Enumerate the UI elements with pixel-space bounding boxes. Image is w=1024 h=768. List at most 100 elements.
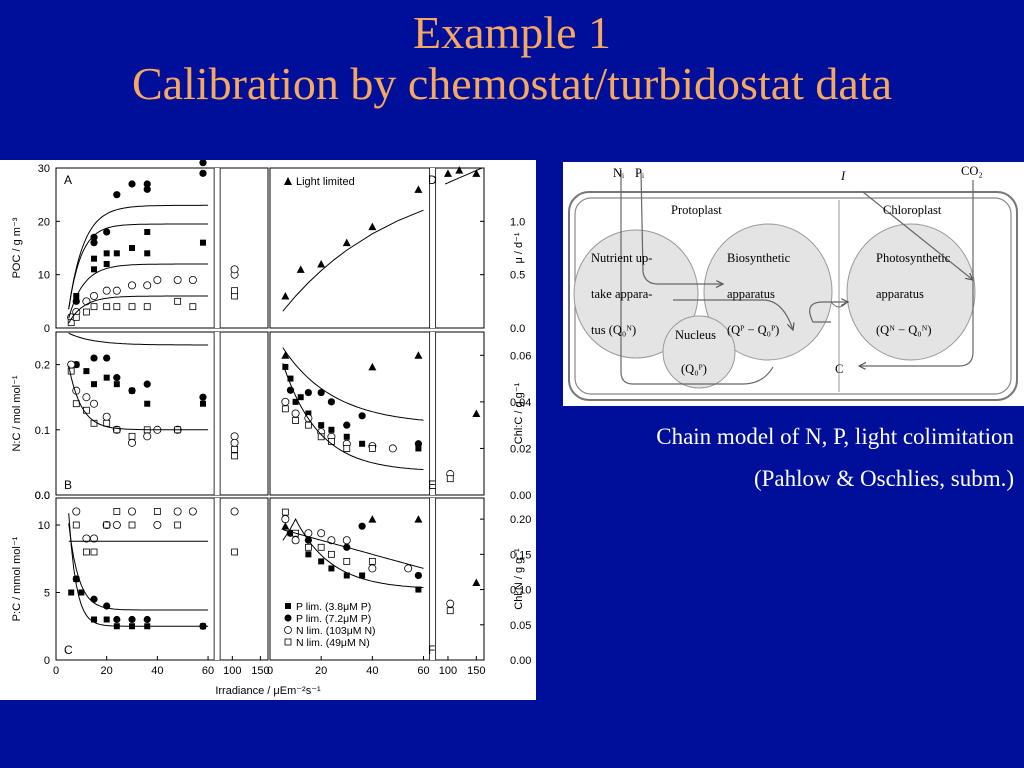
xtick-label-F: 60 — [417, 665, 429, 677]
data-point-E-filled-square — [287, 375, 294, 382]
panel-frame-F — [269, 497, 485, 661]
biosynthetic-ellipse — [703, 223, 833, 361]
ytick-label-B: 0.0 — [35, 490, 50, 502]
panel-letter-F: F — [428, 643, 435, 657]
ytick-label-E: 0.06 — [510, 350, 531, 362]
model-curve-D — [444, 167, 483, 185]
data-point-B-filled-square — [113, 381, 120, 388]
data-point-E-filled-square — [343, 433, 350, 440]
data-point-A-open-square — [72, 313, 80, 321]
biosynthetic-label-2: apparatus — [727, 287, 775, 301]
panel-frame-A — [55, 167, 269, 329]
ytick-label-A: 0 — [44, 323, 50, 335]
data-point-D-filled-triangle — [317, 260, 326, 268]
data-point-E-filled-circle — [304, 388, 312, 397]
photosynthetic-ellipse — [846, 223, 976, 361]
data-point-E-open-square — [446, 475, 454, 483]
input-p: Pᵢ — [635, 166, 644, 180]
n-flow-line — [620, 170, 774, 385]
data-point-A-filled-circle — [90, 233, 98, 241]
data-point-B-open-circle — [102, 412, 111, 421]
chemostat-figure: A 0 10 20 30 POC / g m⁻³ B 0.0 0.1 0.2 N:C / mol m… — [0, 160, 536, 700]
data-point-A-open-circle — [90, 291, 99, 300]
data-point-B-filled-circle — [143, 380, 151, 388]
model-curve-F — [282, 518, 424, 589]
data-point-A-filled-circle — [90, 239, 98, 247]
data-point-D-filled-triangle — [368, 222, 377, 231]
data-point-D-filled-triangle — [414, 185, 423, 193]
data-point-B-filled-circle — [113, 374, 121, 382]
ytick-label-C: 5 — [44, 588, 50, 600]
ytick-label-D: 0.5 — [510, 270, 525, 282]
data-point-C-filled-circle — [128, 615, 136, 624]
data-point-E-filled-square — [305, 410, 312, 417]
data-point-A-filled-circle — [113, 191, 121, 199]
protoplast-label: Protoplast — [671, 203, 722, 217]
data-point-F-filled-circle — [358, 522, 366, 530]
ytick-label-E: 0.00 — [510, 490, 531, 502]
data-point-B-filled-circle — [103, 354, 111, 362]
data-point-B-filled-circle — [199, 393, 207, 401]
xtick-label-C: 100 — [223, 665, 241, 677]
data-point-B-open-circle — [82, 393, 91, 402]
ytick-label-E: 0.02 — [510, 443, 531, 455]
nutrient-uptake-ellipse — [573, 229, 699, 359]
model-curve-A — [68, 204, 209, 310]
ytick-label-B: 0.2 — [35, 360, 50, 372]
data-point-C-filled-square — [78, 589, 85, 596]
xtick-label-F: 150 — [467, 665, 485, 677]
data-point-A-open-circle — [102, 286, 111, 295]
data-point-A-open-circle — [143, 281, 152, 290]
data-point-E-open-circle — [291, 409, 300, 418]
data-point-A-open-circle — [112, 286, 121, 295]
data-point-F-open-square — [343, 557, 351, 565]
nutrient-uptake-label-3: tus (Q₀ᴺ) — [591, 323, 636, 337]
data-point-A-open-square — [174, 297, 182, 305]
caption-line-1: Chain model of N, P, light colimitation — [656, 424, 1014, 449]
data-point-D-filled-triangle — [281, 292, 290, 300]
legend-marker-light-limited — [284, 177, 292, 185]
model-curve-B — [68, 332, 209, 346]
data-point-A-open-square — [83, 308, 90, 316]
data-point-A-filled-square — [91, 266, 98, 273]
data-point-E-filled-circle — [343, 421, 351, 429]
data-point-A-filled-circle — [143, 185, 151, 193]
data-point-B-open-circle — [143, 432, 152, 441]
data-point-E-open-square — [281, 405, 289, 413]
light-flow-line — [862, 191, 973, 280]
xtick-label-C: 40 — [151, 665, 163, 677]
legend-label-3: N lim. (49μM N) — [296, 637, 370, 649]
data-point-A-open-square — [103, 303, 111, 311]
legend-marker-filled-circle — [284, 614, 292, 622]
xtick-label-C: 150 — [251, 665, 269, 677]
ytick-label-A: 10 — [38, 270, 50, 282]
model-curve-B — [68, 365, 209, 431]
model-curve-D — [282, 209, 424, 312]
ytick-label-C: 10 — [38, 520, 50, 532]
panel-chart: A 0 10 20 30 POC / g m⁻³ B 0.0 0.1 0.2 N:C / mol m… — [11, 160, 531, 697]
data-point-A-filled-square — [103, 250, 110, 257]
ytick-label-F: 0.15 — [510, 549, 531, 561]
data-point-B-filled-square — [199, 400, 206, 407]
data-point-F-open-circle — [368, 564, 377, 573]
nucleus-circle — [662, 315, 736, 389]
xtick-label-F: 0 — [267, 665, 273, 677]
data-point-E-filled-circle — [414, 440, 423, 448]
data-point-F-open-square — [446, 607, 454, 615]
panel-frame-B — [55, 331, 269, 496]
data-point-E-filled-triangle — [414, 351, 423, 359]
data-point-F-filled-square — [359, 572, 366, 579]
data-point-C-open-square — [103, 521, 111, 529]
data-point-F-open-circle — [342, 536, 351, 545]
xtick-label-C: 20 — [101, 665, 113, 677]
data-point-C-open-circle — [188, 507, 197, 516]
data-point-A-open-square — [128, 303, 136, 311]
ytick-label-F: 0.10 — [510, 585, 531, 597]
legend-marker-filled-square — [285, 603, 291, 609]
data-point-F-filled-triangle — [368, 515, 377, 523]
data-point-F-open-circle — [404, 564, 413, 573]
data-point-A-filled-circle — [72, 297, 80, 305]
legend-light-limited: Light limited — [296, 176, 355, 188]
xlabel: Irradiance / μEm⁻²s⁻¹ — [215, 685, 321, 697]
ylabel-B: N:C / mol mol⁻¹ — [11, 375, 23, 451]
